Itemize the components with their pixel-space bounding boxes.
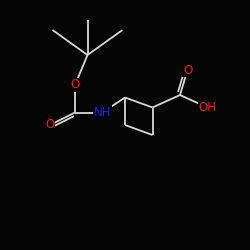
- Text: NH: NH: [94, 106, 111, 119]
- Text: O: O: [46, 118, 54, 132]
- Text: O: O: [70, 78, 80, 92]
- Text: O: O: [183, 64, 192, 76]
- Text: OH: OH: [198, 101, 216, 114]
